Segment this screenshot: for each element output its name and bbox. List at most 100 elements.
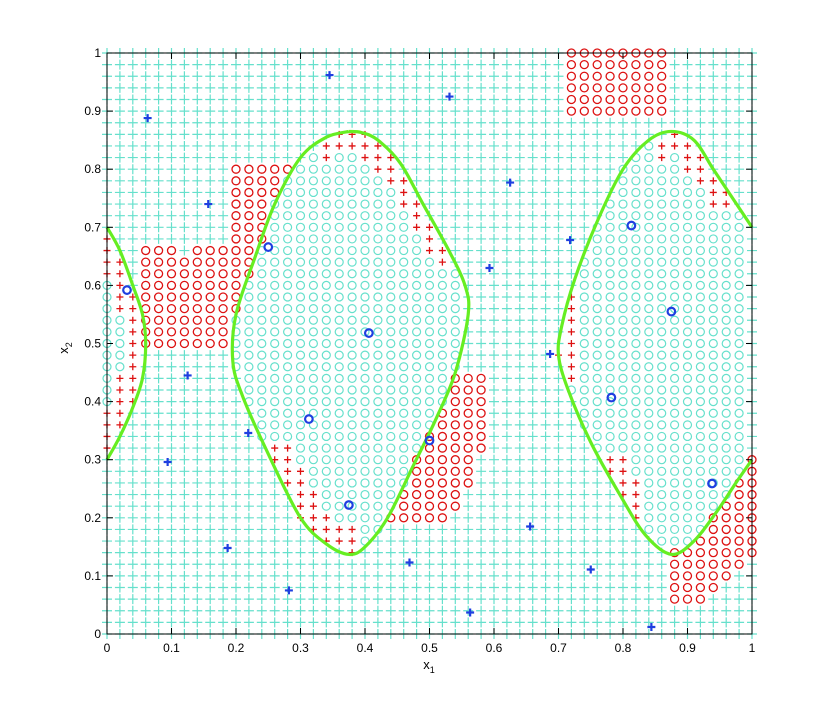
grid-plus: [166, 559, 177, 570]
grid-circle: [734, 362, 744, 372]
grid-plus: [192, 187, 203, 198]
grid-circle-misclassified: [179, 257, 190, 267]
grid-plus: [463, 245, 474, 256]
grid-circle: [631, 292, 641, 302]
grid-circle: [592, 385, 602, 395]
grid-circle-misclassified: [579, 71, 589, 81]
grid-plus: [205, 187, 216, 198]
grid-plus: [179, 245, 190, 256]
grid-plus: [540, 175, 551, 186]
grid-plus: [489, 152, 499, 163]
grid-circle: [321, 234, 331, 244]
grid-plus: [347, 94, 358, 105]
x-tick-label: 0.5: [421, 641, 438, 655]
grid-circle: [321, 327, 331, 337]
grid-circle-misclassified: [476, 420, 486, 430]
grid-circle: [644, 187, 654, 198]
grid-circle: [360, 385, 370, 395]
grid-plus: [243, 466, 254, 477]
grid-plus: [372, 82, 383, 93]
grid-circle-misclassified: [695, 571, 706, 581]
grid-circle-misclassified: [411, 501, 422, 511]
grid-circle: [373, 443, 383, 453]
grid-circle: [721, 280, 731, 290]
grid-plus: [721, 617, 732, 628]
grid-plus: [282, 512, 293, 523]
grid-plus: [579, 466, 590, 477]
grid-circle: [360, 211, 370, 221]
grid-plus: [179, 454, 190, 465]
grid-plus: [514, 71, 525, 82]
grid-circle: [657, 513, 667, 523]
grid-plus: [282, 594, 293, 605]
grid-plus: [514, 547, 525, 558]
grid-plus: [114, 466, 125, 477]
grid-plus: [256, 594, 267, 605]
grid-circle: [708, 315, 718, 325]
grid-plus: [476, 570, 487, 581]
grid-circle: [295, 292, 306, 302]
grid-plus: [424, 617, 435, 628]
grid-plus: [218, 594, 229, 605]
grid-circle: [592, 269, 602, 279]
grid-plus: [114, 82, 125, 93]
grid-circle: [682, 187, 693, 198]
grid-circle: [386, 373, 396, 383]
grid-circle: [618, 420, 628, 430]
grid-circle: [334, 176, 344, 186]
grid-circle: [644, 234, 654, 244]
grid-circle: [644, 327, 654, 337]
grid-circle: [321, 373, 331, 383]
grid-plus-misclassified: [129, 374, 137, 382]
grid-plus: [592, 501, 603, 512]
grid-plus: [424, 187, 435, 198]
grid-circle: [644, 373, 654, 383]
grid-plus: [540, 187, 551, 198]
grid-plus: [114, 536, 125, 547]
grid-circle: [631, 431, 641, 442]
training-point-circle: [606, 392, 617, 403]
grid-plus: [347, 594, 358, 605]
grid-plus: [553, 443, 564, 454]
grid-plus: [450, 582, 461, 593]
grid-plus: [153, 419, 164, 430]
grid-circle: [360, 513, 370, 523]
grid-circle: [669, 385, 680, 395]
grid-circle: [386, 466, 396, 476]
grid-plus: [605, 489, 616, 500]
grid-plus-misclassified: [413, 223, 421, 231]
grid-circle: [257, 327, 267, 337]
grid-circle: [321, 292, 331, 302]
grid-plus: [669, 94, 680, 105]
grid-circle: [399, 466, 409, 476]
grid-plus: [334, 617, 345, 628]
grid-plus: [489, 315, 499, 326]
grid-plus: [140, 82, 151, 93]
grid-plus-misclassified: [374, 154, 382, 162]
grid-plus: [553, 501, 564, 512]
grid-circle: [669, 234, 680, 244]
grid-plus: [205, 466, 216, 477]
grid-circle: [450, 280, 460, 290]
grid-plus: [192, 512, 203, 523]
grid-plus: [527, 292, 538, 303]
grid-circle: [579, 362, 589, 372]
grid-circle: [308, 362, 318, 372]
grid-plus-misclassified: [709, 177, 717, 185]
grid-plus: [463, 106, 474, 117]
grid-plus: [553, 559, 564, 570]
grid-plus: [566, 512, 577, 523]
grid-plus: [527, 443, 538, 454]
grid-circle: [257, 338, 267, 349]
grid-plus: [527, 82, 538, 93]
grid-circle: [644, 397, 654, 407]
grid-circle: [360, 222, 370, 232]
grid-plus: [476, 187, 487, 198]
grid-circle: [399, 373, 409, 383]
grid-plus: [218, 350, 229, 361]
grid-circle-misclassified: [231, 245, 241, 256]
grid-plus: [127, 187, 138, 198]
grid-circle: [373, 455, 383, 465]
grid-circle: [657, 234, 667, 244]
grid-circle: [283, 373, 293, 383]
